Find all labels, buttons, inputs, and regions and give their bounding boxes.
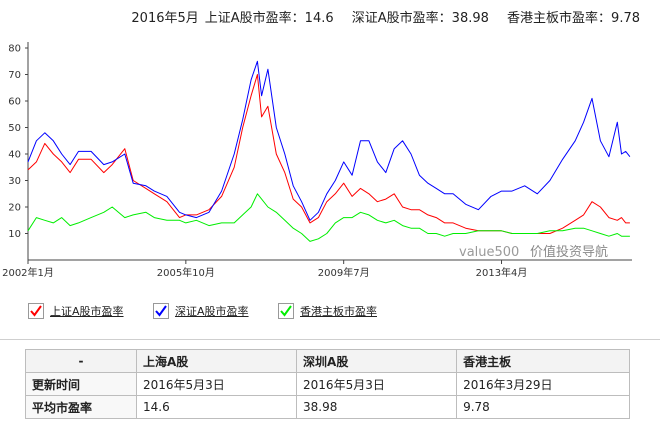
watermark-text: 价值投资导航 — [530, 244, 608, 260]
table-cell: 2016年5月3日 — [135, 372, 298, 396]
table-header-sz: 深圳A股 — [296, 349, 458, 373]
table-row: 平均市盈率 14.6 38.98 9.78 — [25, 395, 630, 419]
table-cell: 38.98 — [296, 395, 458, 419]
legend-item-sh[interactable]: 上证A股市盈率 — [28, 302, 124, 320]
legend: 上证A股市盈率 深证A股市盈率 香港主板市盈率 — [28, 300, 648, 324]
check-icon — [153, 303, 169, 319]
series-layer — [27, 60, 631, 242]
legend-label-sh: 上证A股市盈率 — [50, 305, 124, 318]
watermark: value500 价值投资导航 — [459, 244, 608, 260]
y-tick-label: 50 — [8, 123, 21, 134]
table-header-corner: - — [25, 349, 137, 373]
y-tick-label: 10 — [8, 229, 21, 240]
y-tick-label: 60 — [8, 97, 21, 108]
table-cell: 14.6 — [135, 395, 298, 419]
legend-label-sz: 深证A股市盈率 — [175, 305, 249, 318]
table-header-row: - 上海A股 深圳A股 香港主板 — [25, 349, 630, 373]
headline-sz-value: 38.98 — [451, 11, 489, 26]
headline-sz-label: 深证A股市盈率： — [351, 11, 452, 26]
y-axis: 10 20 30 40 50 60 70 80 — [8, 42, 29, 260]
x-tick-label: 2002年1月 — [2, 266, 54, 279]
row-label-update-time: 更新时间 — [25, 372, 137, 396]
check-icon — [278, 303, 294, 319]
table-cell: 9.78 — [456, 395, 630, 419]
headline-date: 2016年5月 — [131, 11, 199, 26]
watermark-brand: value500 — [459, 245, 519, 260]
legend-item-sz[interactable]: 深证A股市盈率 — [153, 302, 249, 320]
headline-sh-value: 14.6 — [304, 11, 334, 26]
series-line-0 — [27, 74, 630, 234]
row-label-avg-pe: 平均市盈率 — [25, 395, 137, 419]
table-header-hk: 香港主板 — [456, 349, 630, 373]
table-row: 更新时间 2016年5月3日 2016年5月3日 2016年3月29日 — [25, 372, 630, 396]
table-header-sh: 上海A股 — [135, 349, 298, 373]
divider — [0, 339, 660, 340]
x-axis: 2002年1月 2005年10月 2009年7月 2013年4月 — [2, 259, 632, 279]
y-tick-label: 80 — [8, 44, 21, 55]
y-tick-label: 20 — [8, 203, 21, 214]
y-tick-label: 30 — [8, 176, 21, 187]
headline-hk-value: 9.78 — [611, 11, 640, 26]
y-tick-label: 70 — [8, 70, 21, 81]
x-tick-label: 2009年7月 — [318, 266, 370, 279]
legend-item-hk[interactable]: 香港主板市盈率 — [278, 302, 377, 320]
headline: 2016年5月 上证A股市盈率：14.6 深证A股市盈率：38.98 香港主板市盈… — [0, 7, 640, 26]
pe-summary-table: - 上海A股 深圳A股 香港主板 更新时间 2016年5月3日 2016年5月3… — [25, 349, 630, 419]
legend-label-hk: 香港主板市盈率 — [300, 305, 377, 318]
check-icon — [28, 303, 44, 319]
x-tick-label: 2005年10月 — [157, 266, 215, 279]
table-cell: 2016年5月3日 — [296, 372, 458, 396]
headline-sh-label: 上证A股市盈率： — [204, 11, 305, 26]
headline-hk-label: 香港主板市盈率： — [507, 11, 612, 26]
x-tick-label: 2013年4月 — [476, 266, 528, 279]
y-tick-label: 40 — [8, 150, 21, 161]
series-line-2 — [27, 193, 630, 242]
series-line-1 — [27, 60, 631, 221]
table-cell: 2016年3月29日 — [456, 372, 630, 396]
